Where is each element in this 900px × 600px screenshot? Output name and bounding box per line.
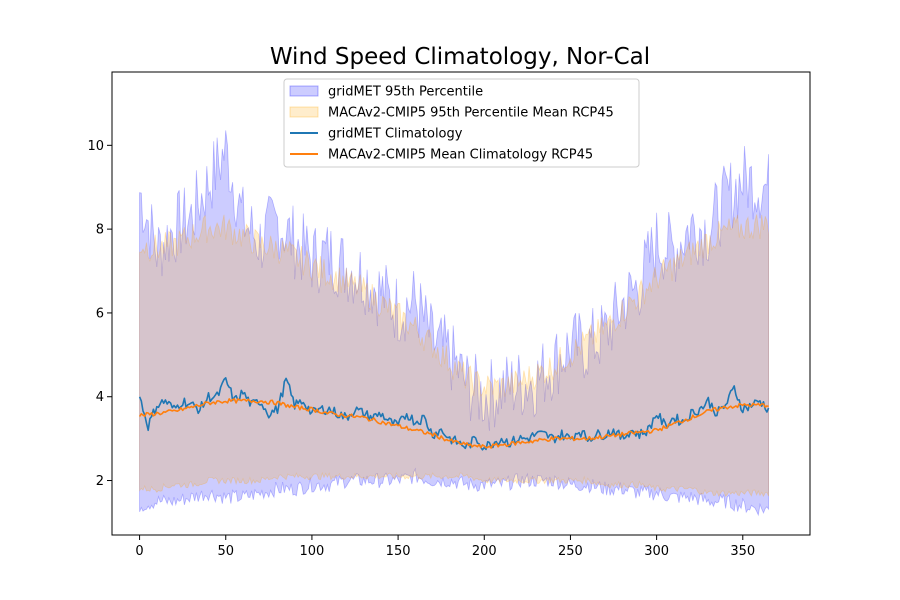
x-tick-label: 350 [730, 544, 755, 559]
x-tick-label: 300 [644, 544, 669, 559]
plot-area [138, 130, 770, 517]
legend-label: MACAv2-CMIP5 Mean Climatology RCP45 [328, 148, 593, 163]
plot-frame [111, 71, 811, 536]
chart-title: Wind Speed Climatology, Nor-Cal [270, 44, 650, 70]
y-tick-label: 10 [87, 139, 104, 154]
band-macav2-95th-percentile [139, 214, 769, 498]
legend-label: gridMET 95th Percentile [328, 85, 483, 100]
x-tick-label: 100 [300, 544, 325, 559]
x-tick-label: 150 [386, 544, 411, 559]
legend: gridMET 95th Percentile MACAv2-CMIP5 95th… [283, 78, 640, 168]
x-tick-label: 50 [217, 544, 234, 559]
legend-swatch [289, 85, 319, 97]
y-tick-label: 8 [96, 223, 104, 238]
legend-label: gridMET Climatology [328, 127, 463, 142]
x-tick-label: 250 [558, 544, 583, 559]
line-macav2-mean-climatology [138, 398, 769, 449]
axes: 0 50 100 150 200 250 300 350 2 4 6 8 10 [87, 71, 811, 559]
y-tick-label: 4 [96, 390, 104, 405]
line-gridmet-climatology [138, 377, 770, 451]
x-tick-label: 200 [472, 544, 497, 559]
legend-box [283, 78, 640, 168]
y-tick-label: 2 [96, 474, 104, 489]
band-gridmet-95th-percentile [139, 130, 769, 517]
y-tick-label: 6 [96, 306, 104, 321]
x-tick-label: 0 [135, 544, 143, 559]
legend-swatch [289, 106, 319, 118]
legend-label: MACAv2-CMIP5 95th Percentile Mean RCP45 [328, 106, 614, 121]
